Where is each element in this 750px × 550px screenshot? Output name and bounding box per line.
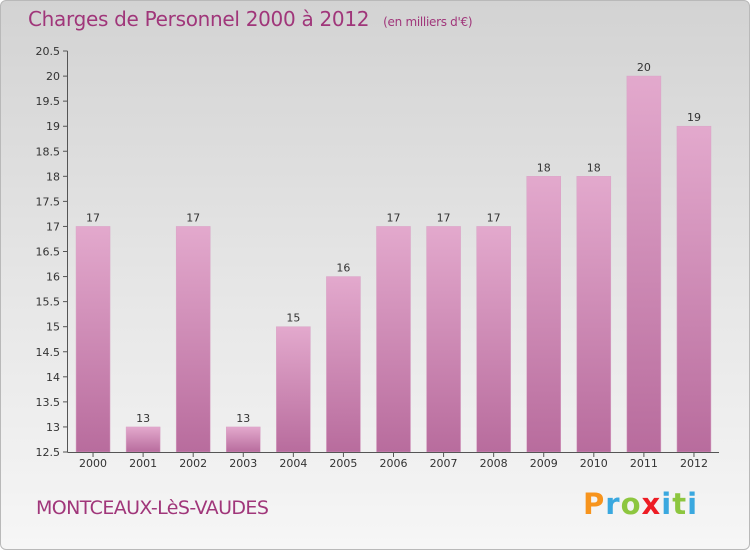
bar-2003 bbox=[226, 426, 261, 453]
x-tick-label-2002: 2002 bbox=[179, 457, 207, 470]
x-tick-label-2010: 2010 bbox=[580, 457, 608, 470]
bar-2002 bbox=[175, 226, 211, 453]
bar-2000 bbox=[75, 226, 111, 453]
y-tick-label: 18.5 bbox=[36, 145, 61, 158]
value-label-2010: 18 bbox=[587, 161, 601, 174]
y-tick-label: 14 bbox=[46, 371, 60, 384]
brand-letter: t bbox=[672, 487, 688, 521]
bar-2001 bbox=[125, 426, 161, 453]
y-tick-label: 16 bbox=[46, 271, 60, 284]
proxiti-logo[interactable]: Proxiti bbox=[583, 487, 698, 521]
value-label-2011: 20 bbox=[637, 61, 651, 74]
x-tick-label-2012: 2012 bbox=[680, 457, 708, 470]
x-tick-label-2006: 2006 bbox=[380, 457, 408, 470]
value-label-2007: 17 bbox=[437, 211, 451, 224]
x-tick-label-2009: 2009 bbox=[530, 457, 558, 470]
brand-letter: x bbox=[641, 487, 662, 521]
bar-2012 bbox=[676, 125, 712, 453]
y-tick-label: 18 bbox=[46, 170, 60, 183]
bar-2004 bbox=[276, 326, 311, 453]
value-label-2006: 17 bbox=[387, 211, 401, 224]
commune-name: MONTCEAUX-LèS-VAUDES bbox=[36, 497, 269, 519]
x-tick-label-2000: 2000 bbox=[79, 457, 107, 470]
bar-2009 bbox=[526, 176, 561, 453]
value-label-2001: 13 bbox=[136, 412, 150, 425]
y-tick-label: 13 bbox=[46, 421, 60, 434]
y-axis: 12.5 13 13.5 14 14.5 15 15.5 16 16.5 17 17.5 18 18.5… bbox=[36, 45, 68, 459]
x-axis: 2000 2001 2002 2003 2004 2005 2006 2007 2008 2009… bbox=[67, 452, 719, 470]
y-tick-label: 17.5 bbox=[36, 195, 61, 208]
chart-title-text: Charges de Personnel 2000 à 2012 bbox=[28, 7, 370, 31]
value-label-2002: 17 bbox=[186, 211, 200, 224]
y-tick-label: 20 bbox=[46, 70, 60, 83]
x-tick-label-2004: 2004 bbox=[279, 457, 307, 470]
brand-letter: o bbox=[620, 487, 642, 521]
x-tick-label-2011: 2011 bbox=[630, 457, 658, 470]
value-label-2000: 17 bbox=[86, 211, 100, 224]
x-tick-label-2007: 2007 bbox=[430, 457, 458, 470]
value-label-2008: 17 bbox=[487, 211, 501, 224]
y-tick-label: 17 bbox=[46, 220, 60, 233]
brand-letter: P bbox=[583, 487, 606, 521]
value-label-2012: 19 bbox=[687, 111, 701, 124]
brand-letter: i bbox=[687, 487, 699, 521]
chart-title: Charges de Personnel 2000 à 2012 (en mill… bbox=[28, 7, 473, 31]
brand-letter: i bbox=[661, 487, 673, 521]
y-tick-label: 16.5 bbox=[36, 246, 61, 259]
bar-2005 bbox=[326, 276, 361, 453]
x-tick-label-2008: 2008 bbox=[480, 457, 508, 470]
bar-2006 bbox=[376, 226, 411, 453]
value-label-2005: 16 bbox=[336, 262, 350, 275]
bar-2008 bbox=[476, 226, 511, 453]
x-tick-label-2001: 2001 bbox=[129, 457, 157, 470]
bar-2010 bbox=[576, 176, 612, 453]
bars-group: 17 13 17 13 15 16 17 17 17 18 18 20 19 bbox=[75, 61, 712, 453]
brand-letter: r bbox=[605, 487, 621, 521]
y-tick-label: 15 bbox=[46, 321, 60, 334]
value-label-2003: 13 bbox=[236, 412, 250, 425]
value-label-2009: 18 bbox=[537, 161, 551, 174]
x-tick-label-2003: 2003 bbox=[229, 457, 257, 470]
y-tick-label: 19 bbox=[46, 120, 60, 133]
bar-2011 bbox=[626, 75, 662, 453]
x-tick-label-2005: 2005 bbox=[329, 457, 357, 470]
y-tick-label: 13.5 bbox=[36, 396, 61, 409]
y-tick-label: 15.5 bbox=[36, 296, 61, 309]
chart-subtitle: (en milliers d'€) bbox=[383, 15, 473, 29]
y-tick-label: 14.5 bbox=[36, 346, 61, 359]
y-tick-label: 12.5 bbox=[36, 446, 61, 459]
value-label-2004: 15 bbox=[286, 312, 300, 325]
y-tick-label: 19.5 bbox=[36, 95, 61, 108]
bar-2007 bbox=[426, 226, 461, 453]
y-tick-label: 20.5 bbox=[36, 45, 61, 58]
